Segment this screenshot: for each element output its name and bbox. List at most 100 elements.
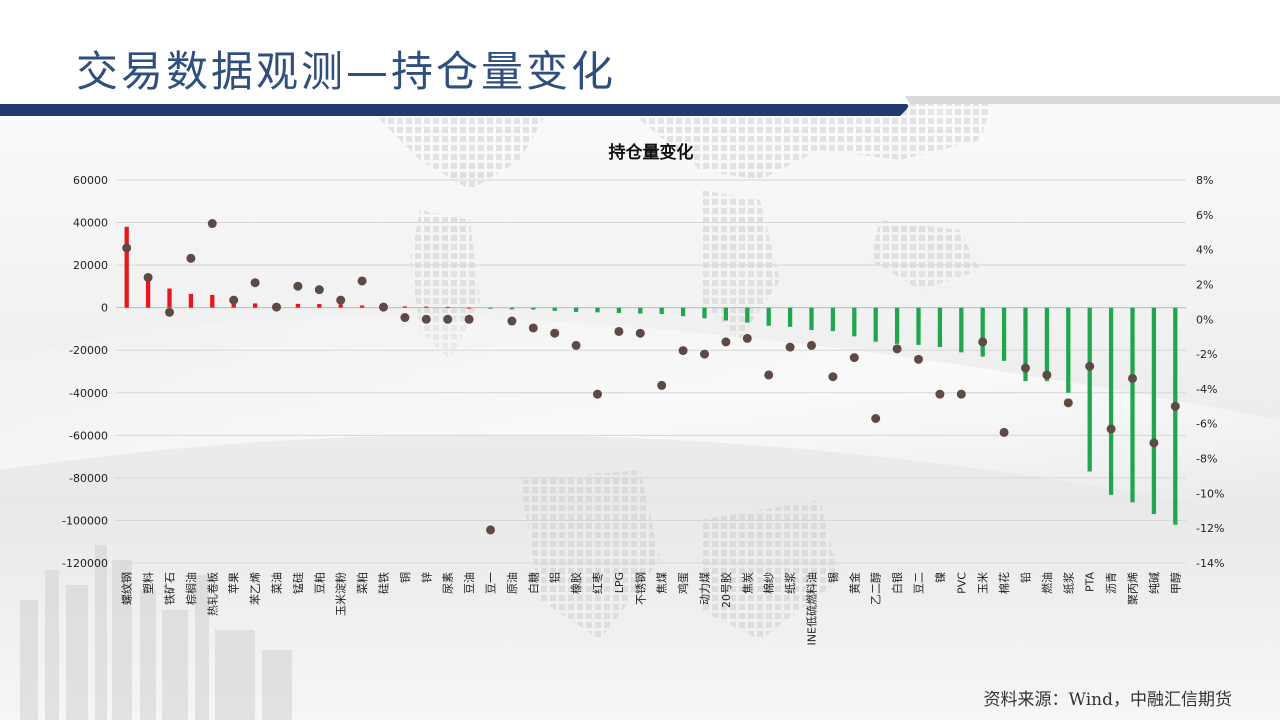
marker-33 <box>828 372 838 382</box>
x-tick-label: 豆二 <box>913 572 926 594</box>
bar-10 <box>338 304 343 308</box>
y2-tick-label: 4% <box>1196 244 1213 257</box>
bar-34 <box>852 307 857 337</box>
x-tick-label: 纸浆 <box>1061 572 1075 594</box>
marker-46 <box>1106 424 1116 434</box>
marker-8 <box>293 281 303 291</box>
marker-41 <box>999 427 1009 437</box>
marker-32 <box>807 340 816 350</box>
y-tick-label: -20000 <box>69 344 108 357</box>
x-tick-label: 塑料 <box>141 572 155 594</box>
x-tick-label: 黄金 <box>847 572 861 594</box>
bar-33 <box>830 307 836 332</box>
marker-12 <box>379 302 388 312</box>
marker-45 <box>1085 361 1095 371</box>
bar-26 <box>680 307 686 317</box>
bar-20 <box>552 307 557 311</box>
x-tick-label: 动力煤 <box>699 572 712 605</box>
bar-19 <box>531 307 536 310</box>
marker-0 <box>122 243 132 253</box>
bar-6 <box>252 303 258 308</box>
marker-37 <box>914 354 923 364</box>
bar-42 <box>1023 307 1028 382</box>
bar-45 <box>1087 307 1092 472</box>
marker-39 <box>956 389 966 399</box>
y2-tick-label: -4% <box>1196 383 1217 396</box>
bar-46 <box>1108 307 1114 495</box>
x-tick-label: 铅 <box>1019 572 1033 583</box>
x-tick-label: 沥青 <box>1105 572 1118 594</box>
y-tick-label: 40000 <box>73 217 108 230</box>
marker-35 <box>871 414 881 424</box>
header-underline <box>0 104 909 116</box>
marker-22 <box>593 389 602 399</box>
x-tick-label: 尿素 <box>442 572 455 594</box>
x-tick-label: 豆粕 <box>312 572 326 594</box>
x-tick-label: PTA <box>1084 572 1097 592</box>
marker-10 <box>336 295 346 305</box>
bar-3 <box>188 293 194 308</box>
x-tick-label: 硅铁 <box>378 572 391 594</box>
y-tick-label: -120000 <box>62 557 108 570</box>
x-tick-label: 红枣 <box>592 572 605 594</box>
bar-28 <box>723 307 729 321</box>
bar-0 <box>124 226 129 308</box>
bar-16 <box>466 307 472 309</box>
marker-48 <box>1149 438 1159 448</box>
marker-42 <box>1021 363 1030 373</box>
x-tick-label: 棕榈油 <box>184 572 198 605</box>
x-tick-label: 乙二醇 <box>869 572 883 605</box>
marker-2 <box>165 307 174 317</box>
bar-41 <box>1001 307 1007 361</box>
y2-tick-label: -14% <box>1196 557 1224 570</box>
bar-48 <box>1151 307 1157 515</box>
bar-21 <box>573 307 579 312</box>
x-tick-label: 鸡蛋 <box>676 572 690 594</box>
bar-31 <box>787 307 793 327</box>
x-tick-label: 锰硅 <box>291 572 305 594</box>
x-tick-label: 螺纹钢 <box>120 572 134 605</box>
marker-14 <box>421 314 431 324</box>
x-tick-label: 棉花 <box>997 572 1011 594</box>
x-tick-label: 豆油 <box>462 572 476 594</box>
x-tick-label: 橡胶 <box>569 572 583 594</box>
x-tick-label: 白糖 <box>526 572 540 594</box>
marker-30 <box>764 370 774 380</box>
x-tick-label: 菜油 <box>270 572 284 594</box>
marker-7 <box>272 302 281 312</box>
y2-tick-label: -8% <box>1196 453 1217 466</box>
chart-title: 持仓量变化 <box>609 142 694 163</box>
bar-30 <box>766 307 771 326</box>
marker-9 <box>314 285 324 295</box>
x-tick-label: 原油 <box>505 572 519 594</box>
bar-49 <box>1173 307 1178 525</box>
bar-47 <box>1130 307 1135 503</box>
x-tick-label: 甲醇 <box>1168 572 1182 594</box>
marker-34 <box>849 353 859 363</box>
x-tick-label: LPG <box>613 572 626 593</box>
y2-tick-label: 8% <box>1196 174 1213 187</box>
marker-38 <box>935 389 945 399</box>
bar-25 <box>659 307 664 315</box>
x-tick-label: 焦炭 <box>741 572 754 594</box>
x-tick-label: 豆一 <box>485 572 498 594</box>
marker-47 <box>1128 373 1137 383</box>
marker-40 <box>978 337 988 347</box>
y-tick-label: 0 <box>101 302 108 315</box>
x-tick-label: 聚丙烯 <box>1127 572 1140 605</box>
marker-43 <box>1042 370 1052 380</box>
bar-37 <box>916 307 921 345</box>
x-tick-label: 白银 <box>890 572 904 594</box>
source-note: 资料来源：Wind，中融汇信期货 <box>983 690 1232 710</box>
bar-40 <box>980 307 985 357</box>
bar-2 <box>167 288 172 308</box>
y-tick-label: 60000 <box>73 174 108 187</box>
y2-tick-label: 2% <box>1196 278 1213 291</box>
marker-31 <box>785 342 795 352</box>
marker-27 <box>700 349 709 359</box>
marker-24 <box>635 328 645 338</box>
x-tick-label: 不锈钢 <box>634 572 647 605</box>
y-tick-label: 20000 <box>73 259 108 272</box>
y2-tick-label: -6% <box>1196 418 1217 431</box>
